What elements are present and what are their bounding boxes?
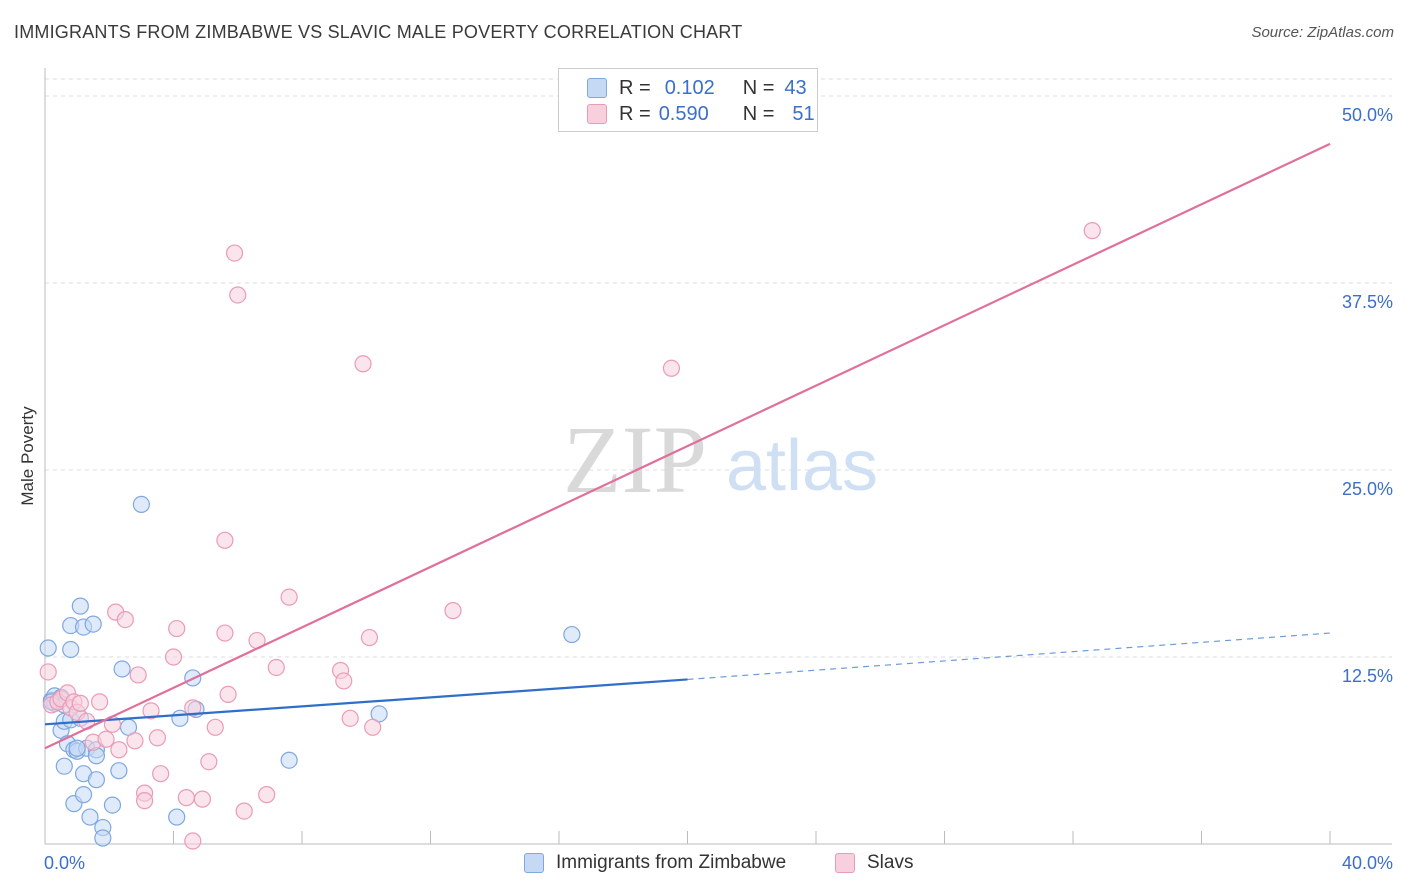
- trendline-zimbabwe: [44, 678, 688, 726]
- point-slavs: [91, 693, 109, 711]
- point-slavs: [216, 531, 234, 549]
- series-legend-label: Immigrants from Zimbabwe: [556, 852, 787, 873]
- point-zimbabwe: [132, 495, 150, 514]
- point-slavs: [184, 699, 202, 717]
- point-zimbabwe: [74, 786, 93, 804]
- y-tick-label: 12.5%: [1342, 666, 1393, 686]
- point-slavs: [258, 786, 276, 804]
- x-tick-label-max: 40.0%: [1342, 853, 1393, 873]
- legend-r-value: 0.590: [658, 102, 709, 125]
- point-zimbabwe: [110, 762, 128, 780]
- point-slavs: [354, 355, 372, 373]
- point-slavs: [219, 685, 237, 704]
- point-slavs: [116, 610, 134, 629]
- legend-row-blue: R = 0.102 N = 43: [587, 76, 807, 100]
- watermark-zip: ZIP: [563, 406, 707, 513]
- point-zimbabwe: [168, 808, 186, 826]
- point-zimbabwe: [87, 771, 106, 789]
- point-zimbabwe: [280, 751, 298, 769]
- point-zimbabwe: [113, 660, 131, 678]
- legend-swatch-blue: [587, 78, 607, 98]
- point-zimbabwe: [68, 739, 86, 757]
- point-slavs: [1083, 222, 1101, 240]
- series-legend-label: Slavs: [867, 852, 914, 873]
- point-zimbabwe: [55, 757, 73, 775]
- point-slavs: [129, 666, 147, 684]
- y-tick-label: 25.0%: [1342, 479, 1393, 499]
- series-legend-item-zimbabwe[interactable]: Immigrants from Zimbabwe: [524, 852, 786, 874]
- point-zimbabwe: [171, 709, 189, 727]
- point-slavs: [235, 802, 253, 820]
- point-slavs: [193, 790, 212, 808]
- legend-r-value: 0.102: [664, 76, 715, 99]
- legend-swatch-pink: [587, 104, 607, 124]
- point-zimbabwe: [81, 808, 99, 826]
- series-legend-item-slavs[interactable]: Slavs: [835, 852, 913, 874]
- point-slavs: [39, 663, 57, 681]
- point-slavs: [164, 648, 183, 666]
- point-slavs: [200, 753, 218, 771]
- legend-n-label: N =: [742, 102, 775, 125]
- point-slavs: [360, 628, 379, 647]
- point-zimbabwe: [103, 796, 122, 814]
- point-zimbabwe: [39, 639, 57, 657]
- tick-label-layer: 12.5% 25.0% 37.5% 50.0% 0.0% 40.0%: [44, 105, 1393, 873]
- point-slavs: [206, 718, 224, 736]
- point-slavs: [225, 244, 244, 262]
- point-zimbabwe: [563, 625, 581, 644]
- point-slavs: [229, 286, 247, 304]
- point-zimbabwe: [62, 640, 80, 659]
- point-slavs: [152, 765, 170, 783]
- correlation-legend: R = 0.102 N = 43 R = 0.590 N = 51: [558, 68, 818, 132]
- trendline-zimbabwe-extension: [687, 632, 1331, 681]
- legend-r-label: R =: [619, 102, 651, 125]
- point-zimbabwe: [84, 615, 102, 633]
- points-layer: [39, 222, 1101, 850]
- point-slavs: [444, 602, 462, 620]
- point-slavs: [280, 588, 298, 606]
- point-slavs: [97, 730, 115, 748]
- point-zimbabwe: [94, 829, 112, 847]
- y-tick-label: 50.0%: [1342, 105, 1393, 125]
- point-slavs: [364, 718, 382, 736]
- point-slavs: [135, 792, 154, 810]
- point-slavs: [110, 741, 128, 759]
- watermark: ZIP atlas: [563, 406, 878, 513]
- point-slavs: [216, 624, 234, 642]
- series-swatch-pink: [835, 853, 855, 873]
- x-tick-label-min: 0.0%: [44, 853, 85, 873]
- point-slavs: [184, 832, 202, 850]
- point-slavs: [71, 694, 89, 712]
- series-legend: Immigrants from Zimbabwe Slavs: [0, 852, 1406, 878]
- legend-n-value: 43: [784, 76, 807, 99]
- legend-n-value: 51: [792, 102, 815, 125]
- chart-title: IMMIGRANTS FROM ZIMBABWE VS SLAVIC MALE …: [14, 22, 743, 42]
- point-slavs: [662, 359, 681, 377]
- point-slavs: [142, 702, 160, 720]
- axis-layer: [44, 68, 1392, 845]
- trendline-slavs: [44, 142, 1331, 750]
- point-slavs: [126, 732, 144, 750]
- series-swatch-blue: [524, 853, 544, 873]
- trend-layer: [44, 142, 1331, 750]
- point-zimbabwe: [71, 597, 89, 615]
- point-slavs: [148, 729, 167, 747]
- point-slavs: [341, 709, 359, 727]
- legend-row-pink: R = 0.590 N = 51: [587, 102, 815, 126]
- y-tick-label: 37.5%: [1342, 292, 1393, 312]
- point-slavs: [335, 672, 353, 690]
- point-slavs: [177, 789, 195, 807]
- source-label: Source: ZipAtlas.com: [1251, 24, 1394, 41]
- point-slavs: [168, 619, 186, 638]
- legend-n-label: N =: [742, 76, 775, 99]
- grid-layer: [45, 78, 1392, 658]
- point-slavs: [267, 658, 285, 677]
- watermark-atlas: atlas: [726, 426, 878, 506]
- legend-r-label: R =: [619, 76, 651, 99]
